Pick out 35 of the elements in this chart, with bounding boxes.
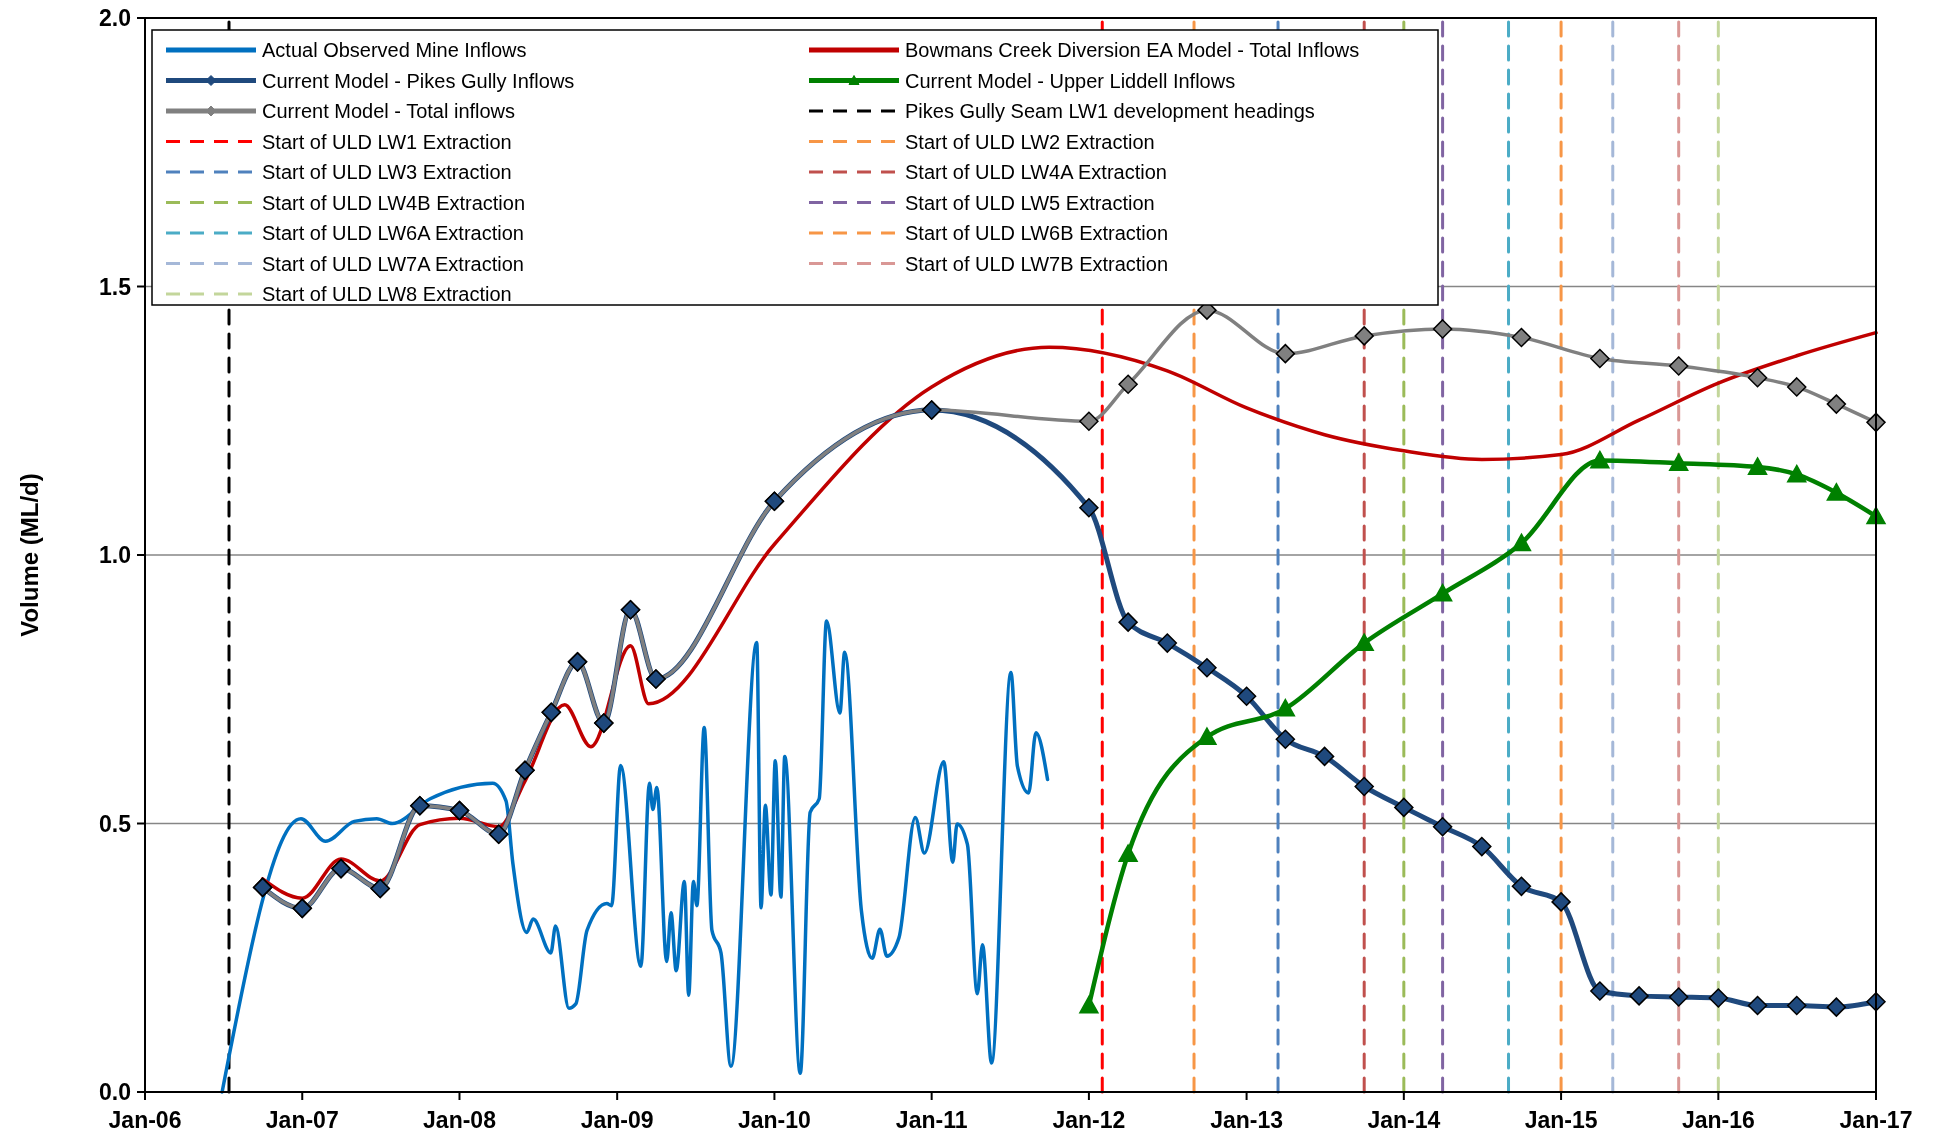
legend-label: Start of ULD LW6A Extraction: [262, 222, 524, 244]
y-tick-label: 0.5: [99, 810, 132, 837]
x-tick-label: Jan-07: [265, 1107, 339, 1133]
x-tick-label: Jan-15: [1524, 1107, 1598, 1133]
legend-label: Start of ULD LW4B Extraction: [262, 191, 526, 214]
y-axis-title: Volume (ML/d): [16, 473, 43, 637]
y-tick-label: 1.0: [99, 542, 131, 568]
x-tick-label: Jan-12: [1052, 1107, 1126, 1133]
x-tick-label: Jan-09: [580, 1107, 654, 1133]
legend-label: Start of ULD LW7A Extraction: [262, 252, 524, 275]
x-tick-label: Jan-14: [1367, 1107, 1441, 1133]
legend-label: Current Model - Total inflows: [262, 100, 516, 122]
y-tick-label: 0.0: [99, 1079, 131, 1105]
x-tick-label: Jan-16: [1681, 1107, 1755, 1133]
x-tick-label: Jan-17: [1839, 1107, 1913, 1133]
legend-label: Start of ULD LW1 Extraction: [262, 130, 512, 153]
legend-label: Start of ULD LW2 Extraction: [905, 130, 1155, 153]
x-tick-label: Jan-08: [423, 1107, 497, 1133]
y-tick-label: 2.0: [99, 5, 131, 31]
y-tick-label: 1.5: [99, 273, 132, 300]
legend-label: Actual Observed Mine Inflows: [262, 39, 527, 61]
legend-label: Start of ULD LW7B Extraction: [905, 252, 1169, 275]
legend-label: Start of ULD LW4A Extraction: [905, 161, 1167, 183]
legend-label: Current Model - Upper Liddell Inflows: [905, 69, 1236, 92]
legend-label: Pikes Gully Seam LW1 development headings: [905, 100, 1315, 122]
legend-label: Start of ULD LW3 Extraction: [262, 161, 512, 183]
legend-label: Start of ULD LW6B Extraction: [905, 222, 1169, 244]
x-tick-label: Jan-06: [108, 1107, 182, 1133]
x-tick-label: Jan-13: [1210, 1107, 1284, 1133]
legend-label: Bowmans Creek Diversion EA Model - Total Inflows: [905, 39, 1360, 61]
legend-label: Start of ULD LW8 Extraction: [262, 283, 512, 305]
x-tick-label: Jan-11: [895, 1107, 968, 1133]
legend-label: Current Model - Pikes Gully Inflows: [262, 69, 575, 92]
x-tick-label: Jan-10: [737, 1107, 811, 1133]
legend-label: Start of ULD LW5 Extraction: [905, 191, 1155, 214]
